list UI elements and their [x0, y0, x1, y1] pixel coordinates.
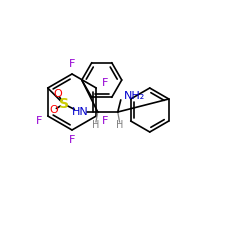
- Text: F: F: [102, 78, 108, 88]
- Text: O: O: [54, 89, 62, 99]
- Text: S: S: [59, 97, 69, 111]
- Text: F: F: [69, 59, 75, 69]
- Text: HN: HN: [72, 107, 88, 117]
- Text: H: H: [116, 120, 124, 130]
- Text: NH₂: NH₂: [124, 91, 145, 101]
- Text: O: O: [50, 105, 58, 115]
- Text: F: F: [36, 116, 42, 126]
- Text: H: H: [92, 120, 100, 130]
- Text: F: F: [69, 135, 75, 145]
- Text: F: F: [102, 116, 108, 126]
